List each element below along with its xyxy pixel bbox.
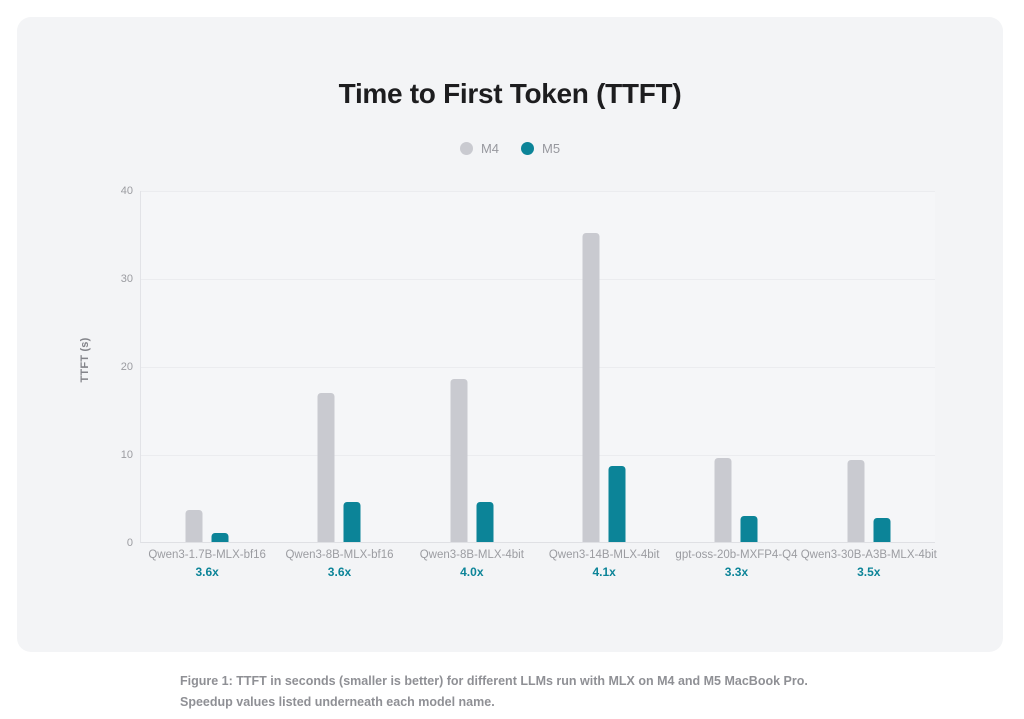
y-tick-label-0: 0 <box>126 537 133 549</box>
bars-pair <box>847 460 891 542</box>
bar-group: Qwen3-1.7B-MLX-bf16 3.6x <box>141 191 273 579</box>
speedup-label: 3.5x <box>857 565 881 579</box>
legend-item-m5[interactable]: M5 <box>521 141 560 156</box>
speedup-label: 4.0x <box>460 565 484 579</box>
y-axis-title: TTFT (s) <box>79 337 91 383</box>
bar-m4-qwen3-30b-a3b-mlx-4bit[interactable] <box>847 460 865 542</box>
legend: M4 M5 <box>17 141 1003 156</box>
category-label: gpt-oss-20b-MXFP4-Q4 <box>675 549 798 561</box>
speedup-label: 4.1x <box>592 565 616 579</box>
bars-pair <box>450 379 494 542</box>
gridline-30 <box>141 279 935 280</box>
bar-m5-qwen3-30b-a3b-mlx-4bit[interactable] <box>873 518 891 542</box>
y-tick-label-30: 30 <box>120 273 133 285</box>
legend-dot-icon <box>521 142 534 155</box>
gridline-40 <box>141 191 935 192</box>
legend-item-m4[interactable]: M4 <box>459 141 499 156</box>
y-tick-label-40: 40 <box>120 185 133 197</box>
bars-pair <box>317 393 361 542</box>
bars-pair <box>714 458 758 542</box>
chart-title: Time to First Token (TTFT) <box>338 78 682 109</box>
y-tick-label-10: 10 <box>120 449 133 461</box>
bar-m4-qwen3-8b-mlx-bf16[interactable] <box>317 393 335 542</box>
speedup-label: 3.6x <box>327 565 352 579</box>
legend-label: M4 <box>480 141 499 156</box>
legend-dot-icon <box>459 142 473 155</box>
bar-m4-gpt-oss-20b-mxfp4-q4[interactable] <box>714 458 732 542</box>
bar-group: Qwen3-14B-MLX-4bit 4.1x <box>538 191 670 579</box>
bar-groups: Qwen3-1.7B-MLX-bf16 3.6x Qwen3-8B-MLX-bf16… <box>141 191 937 579</box>
category-label: Qwen3-14B-MLX-4bit <box>548 549 660 561</box>
bar-m5-qwen3-8b-mlx-bf16[interactable] <box>343 501 361 542</box>
bar-group: Qwen3-8B-MLX-4bit 4.0x <box>406 191 538 579</box>
bar-m4-qwen3-8b-mlx-4bit[interactable] <box>450 379 468 542</box>
gridline-20 <box>141 367 935 368</box>
bar-m5-qwen3-8b-mlx-4bit[interactable] <box>476 501 494 542</box>
y-tick-label-20: 20 <box>120 361 133 373</box>
legend-label: M5 <box>542 141 561 156</box>
speedup-label: 3.3x <box>724 565 749 579</box>
category-label: Qwen3-8B-MLX-bf16 <box>285 549 394 561</box>
bar-group: Qwen3-30B-A3B-MLX-4bit 3.5x <box>801 191 937 579</box>
bar-group: Qwen3-8B-MLX-bf16 3.6x <box>273 191 405 579</box>
bar-m5-gpt-oss-20b-mxfp4-q4[interactable] <box>740 516 758 542</box>
bars-pair <box>582 233 626 542</box>
gridline-10 <box>141 455 935 456</box>
category-label: Qwen3-30B-A3B-MLX-4bit <box>800 549 937 561</box>
bar-m4-qwen3-1.7b-mlx-bf16[interactable] <box>185 510 203 542</box>
speedup-label: 3.6x <box>195 565 219 579</box>
bar-m5-qwen3-1.7b-mlx-bf16[interactable] <box>211 533 229 542</box>
bars-pair <box>185 510 229 542</box>
category-label: Qwen3-8B-MLX-4bit <box>419 549 524 561</box>
bar-group: gpt-oss-20b-MXFP4-Q4 3.3x <box>670 191 802 579</box>
bar-m5-qwen3-14b-mlx-4bit[interactable] <box>608 466 626 542</box>
category-label: Qwen3-1.7B-MLX-bf16 <box>148 549 266 561</box>
bar-m4-qwen3-14b-mlx-4bit[interactable] <box>582 233 600 542</box>
figure-caption: Figure 1: TTFT in seconds (smaller is be… <box>180 674 808 709</box>
plot-area: Qwen3-1.7B-MLX-bf16 3.6x Qwen3-8B-MLX-bf16… <box>140 191 937 579</box>
chart-card: Time to First Token (TTFT) M4 M5 Qwen3-1.… <box>17 17 1003 652</box>
